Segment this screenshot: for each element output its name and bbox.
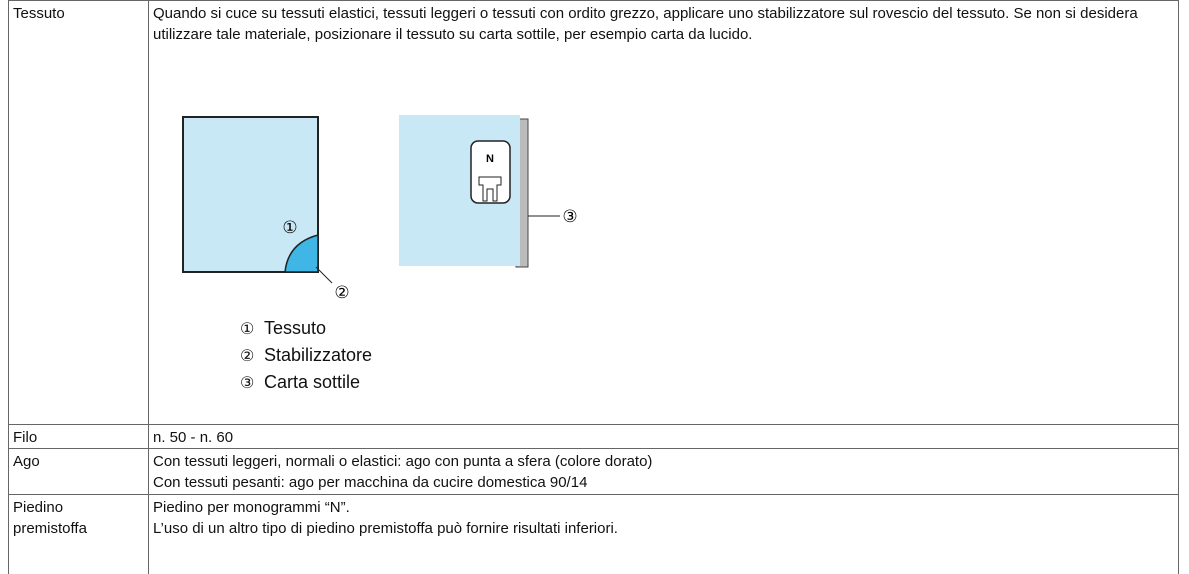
legend-item: ② Stabilizzatore bbox=[240, 345, 372, 366]
paragraph: Con tessuti leggeri, normali o elastici:… bbox=[153, 453, 653, 470]
legend-text: Carta sottile bbox=[264, 372, 361, 392]
paragraph: L’uso di un altro tipo di piedino premis… bbox=[153, 520, 618, 537]
row-content: Quando si cuce su tessuti elastici, tess… bbox=[148, 0, 1179, 425]
illustration: ① ② N ③ bbox=[182, 115, 578, 302]
callout: ① bbox=[282, 218, 297, 237]
legend-item: ① Tessuto bbox=[240, 318, 326, 339]
marker: ① bbox=[240, 321, 255, 338]
foot-label: N bbox=[486, 153, 494, 165]
row-label: Tessuto bbox=[8, 0, 149, 425]
legend-text: Tessuto bbox=[264, 318, 327, 338]
row-content: Con tessuti leggeri, normali o elastici:… bbox=[148, 448, 1179, 495]
callout: ② bbox=[334, 283, 349, 302]
leader bbox=[315, 266, 333, 284]
legend-text: Stabilizzatore bbox=[264, 345, 373, 365]
row-label: Ago bbox=[8, 448, 149, 495]
marker: ③ bbox=[240, 375, 255, 392]
foot-icon bbox=[470, 140, 511, 204]
legend-item: ③ Carta sottile bbox=[240, 372, 360, 393]
row-label: Piedino premistoffa bbox=[8, 494, 149, 574]
paragraph: Quando si cuce su tessuti elastici, tess… bbox=[153, 5, 1138, 43]
stabilizer-fold bbox=[284, 234, 319, 273]
row-content: Piedino per monogrammi “N”. L’uso di un a… bbox=[148, 494, 1179, 574]
callout: ③ bbox=[562, 207, 577, 226]
paragraph: Con tessuti pesanti: ago per macchina da… bbox=[153, 474, 588, 491]
paragraph: Piedino per monogrammi “N”. bbox=[153, 499, 350, 516]
marker: ② bbox=[240, 348, 255, 365]
row-label: Filo bbox=[8, 424, 149, 449]
fabric bbox=[182, 116, 319, 273]
foot-shape bbox=[478, 176, 502, 202]
row-content: n. 50 - n. 60 bbox=[148, 424, 1179, 449]
paragraph: n. 50 - n. 60 bbox=[153, 429, 234, 446]
